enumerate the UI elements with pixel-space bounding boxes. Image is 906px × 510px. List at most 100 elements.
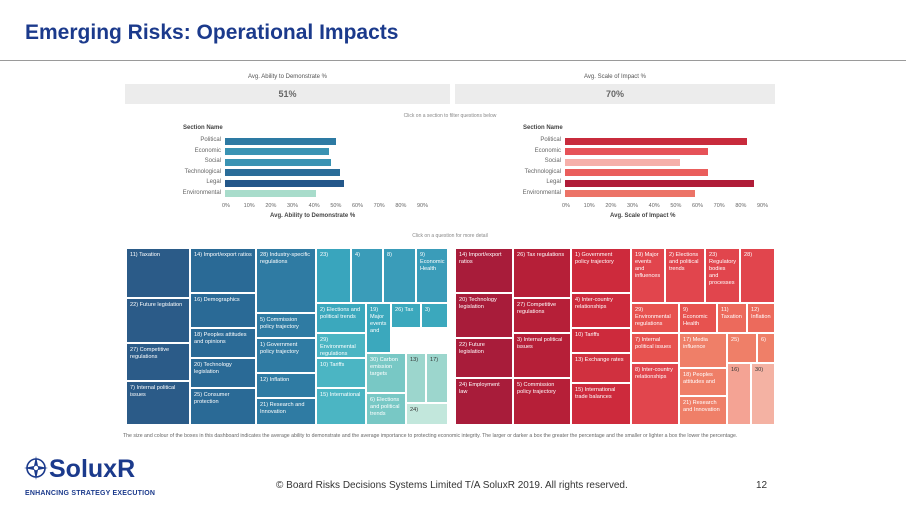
treemap-cell[interactable]: 15) International (316, 388, 366, 425)
treemap-cell[interactable]: 26) Tax regulations (513, 248, 571, 298)
treemap-cell[interactable]: 1) Government policy trajectory (571, 248, 631, 293)
treemap-cell[interactable]: 8) Inter-country relationships (631, 363, 679, 425)
treemap-cell[interactable]: 11) Taxation (717, 303, 747, 333)
treemap-cell[interactable]: 5) Commission policy trajectory (513, 378, 571, 425)
treemap-cell[interactable]: 28) (740, 248, 775, 303)
treemap-cell[interactable]: 10) Tariffs (571, 328, 631, 353)
treemap-cell[interactable]: 19) Major events and influences (631, 248, 665, 303)
treemap-cell[interactable]: 9) Economic Health (679, 303, 717, 333)
treemap-cell[interactable]: 27) Competitive regulations (126, 343, 190, 381)
bar-economic[interactable] (565, 148, 708, 155)
ability-treemap[interactable]: 11) Taxation 14) Import/export ratios 28) … (126, 248, 448, 425)
bar-environmental[interactable] (225, 190, 316, 197)
treemap-cell[interactable]: 21) Research and Innovation (256, 398, 316, 425)
section-label-environmental[interactable]: Environmental (182, 189, 221, 196)
treemap-cell[interactable]: 27) Competitive regulations (513, 298, 571, 333)
treemap-cell[interactable]: 25) (727, 333, 757, 363)
treemap-cell[interactable]: 22) Future legislation (126, 298, 190, 343)
metric-left-value[interactable]: 51% (125, 84, 450, 104)
treemap-cell[interactable]: 7) Internal political issues (126, 381, 190, 425)
section-label-political[interactable]: Political (540, 137, 561, 143)
treemap-cell[interactable]: 20) Technology legislation (455, 293, 513, 338)
treemap-cell[interactable]: 6) (757, 333, 775, 363)
logo-wordmark: SoluxR (49, 455, 136, 483)
logo-tagline: ENHANCING STRATEGY EXECUTION (25, 490, 156, 497)
treemap-cell[interactable]: 9) Economic Health (416, 248, 448, 303)
treemap-cell[interactable]: 16) (727, 363, 751, 425)
section-label-legal[interactable]: Legal (206, 179, 221, 185)
section-filter-hint: Click on a section to filter questions b… (403, 113, 497, 119)
treemap-cell[interactable]: 26) Tax (391, 303, 421, 328)
treemap-cell[interactable]: 23) (316, 248, 351, 303)
treemap-cell[interactable]: 29) Environmental regulations (631, 303, 679, 333)
ability-bar-chart[interactable]: Section Name Political Economic Social Techn… (150, 125, 450, 225)
section-label-technological[interactable]: Technological (184, 168, 221, 175)
treemap-cell[interactable]: 22) Future legislation (455, 338, 513, 378)
treemap-cell[interactable]: 1) Government policy trajectory (256, 338, 316, 373)
section-label-economic[interactable]: Economic (534, 147, 561, 154)
slide-title: Emerging Risks: Operational Impacts (25, 21, 399, 44)
metric-right-value[interactable]: 70% (455, 84, 775, 104)
section-label-technological[interactable]: Technological (524, 168, 561, 175)
section-label-political[interactable]: Political (200, 137, 221, 143)
treemap-cell[interactable]: 2) Elections and political trends (316, 303, 366, 333)
section-label-environmental[interactable]: Environmental (522, 189, 561, 196)
treemap-cell[interactable]: 3) (421, 303, 448, 328)
treemap-cell[interactable]: 4) Inter-country relationships (571, 293, 631, 328)
treemap-cell[interactable]: 17) (426, 353, 448, 403)
treemap-cell[interactable]: 13) Exchange rates (571, 353, 631, 383)
bar-legal[interactable] (565, 179, 754, 187)
bar-technological[interactable] (225, 169, 340, 176)
treemap-cell[interactable]: 18) Peoples attitudes and (679, 368, 727, 396)
treemap-cell[interactable]: 13) (406, 353, 426, 403)
treemap-cell[interactable]: 4) (351, 248, 383, 303)
bar-political[interactable] (225, 137, 336, 145)
treemap-cell[interactable]: 7) Internal political issues (631, 333, 679, 363)
treemap-cell[interactable]: 5) Commission policy trajectory (256, 313, 316, 338)
impact-bar-chart[interactable]: Section Name Political Economic Social Techn… (490, 125, 790, 225)
treemap-cell[interactable]: 23) Regulatory bodies and processes (705, 248, 740, 303)
treemap-cell[interactable]: 14) Import/export ratios (455, 248, 513, 293)
bar-environmental[interactable] (565, 190, 695, 197)
treemap-cell[interactable]: 24) (406, 403, 448, 425)
x-axis-title: Avg. Ability to Demonstrate % (270, 213, 356, 219)
treemap-cell[interactable]: 10) Tariffs (316, 358, 366, 388)
treemap-cell[interactable]: 14) Import/export ratios (190, 248, 256, 293)
treemap-cell[interactable]: 18) Peoples attitudes and opinions (190, 328, 256, 358)
treemap-cell[interactable]: 29) Environmental regulations (316, 333, 366, 358)
treemap-cell[interactable]: 12) Inflation (256, 373, 316, 398)
axis-tick: 10% (243, 203, 255, 209)
treemap-cell[interactable]: 21) Research and Innovation (679, 396, 727, 425)
treemap-cell[interactable]: 25) Consumer protection (190, 388, 256, 425)
section-name-header: Section Name (183, 125, 223, 131)
treemap-cell[interactable]: 2) Elections and political trends (665, 248, 705, 303)
treemap-cell[interactable]: 3) Internal political issues (513, 333, 571, 378)
treemap-cell[interactable]: 17) Media influence (679, 333, 727, 368)
treemap-cell[interactable]: 6) Elections and political trends (366, 393, 406, 425)
bar-economic[interactable] (225, 148, 329, 155)
treemap-cell[interactable]: 20) Technology legislation (190, 358, 256, 388)
treemap-cell[interactable]: 30) Carbon emission targets (366, 353, 406, 393)
treemap-cell[interactable]: 16) Demographics (190, 293, 256, 328)
axis-tick: 40% (308, 203, 320, 209)
bar-technological[interactable] (565, 169, 708, 176)
x-axis-title: Avg. Scale of Impact % (610, 213, 676, 219)
treemap-cell[interactable]: 12) Inflation (747, 303, 775, 333)
treemap-cell[interactable]: 11) Taxation (126, 248, 190, 298)
question-detail-hint: Click on a question for more detail (412, 233, 488, 239)
treemap-cell[interactable]: 30) (751, 363, 775, 425)
treemap-cell[interactable]: 19) Major events and (366, 303, 391, 353)
treemap-cell[interactable]: 24) Employment law (455, 378, 513, 425)
section-label-economic[interactable]: Economic (194, 147, 221, 154)
section-label-legal[interactable]: Legal (546, 179, 561, 185)
impact-treemap[interactable]: 14) Import/export ratios 26) Tax regulati… (455, 248, 775, 425)
section-label-social[interactable]: Social (204, 158, 221, 164)
bar-political[interactable] (565, 137, 747, 145)
treemap-cell[interactable]: 15) International trade balances (571, 383, 631, 425)
treemap-cell[interactable]: 8) (383, 248, 416, 303)
bar-legal[interactable] (225, 179, 345, 187)
section-label-social[interactable]: Social (544, 158, 561, 164)
treemap-cell[interactable]: 28) Industry-specific regulations (256, 248, 316, 313)
bar-social[interactable] (225, 158, 332, 166)
bar-social[interactable] (565, 158, 680, 166)
